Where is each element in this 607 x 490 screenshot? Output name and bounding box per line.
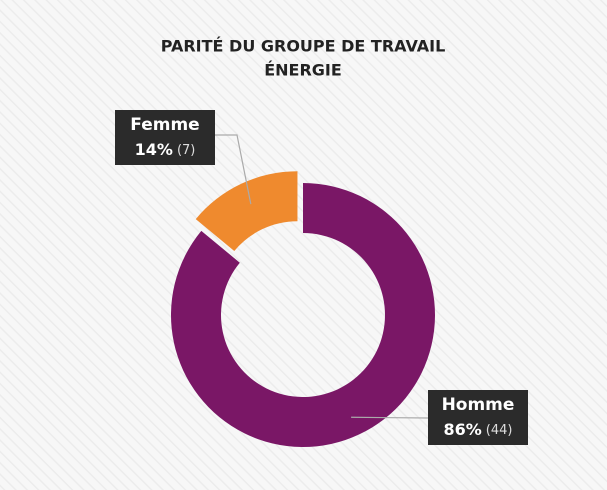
chart-title: ÉNERGIE <box>264 61 342 80</box>
donut-slice <box>195 171 298 251</box>
chart-title: PARITÉ DU GROUPE DE TRAVAIL <box>161 37 446 56</box>
value-label: 14% <box>135 140 173 159</box>
count-label: (7) <box>177 143 195 158</box>
leader-line <box>351 416 429 419</box>
leader-line <box>215 134 252 205</box>
label-box <box>115 110 215 165</box>
count-label: (44) <box>486 423 513 438</box>
slice-value: 14% (7) <box>135 140 196 159</box>
slice-label: Femme <box>130 115 199 135</box>
label-box <box>428 390 528 445</box>
slice-value: 86% (44) <box>444 420 513 439</box>
value-label: 86% <box>444 420 482 439</box>
donut-slice <box>170 183 435 447</box>
slice-label: Homme <box>442 395 515 415</box>
